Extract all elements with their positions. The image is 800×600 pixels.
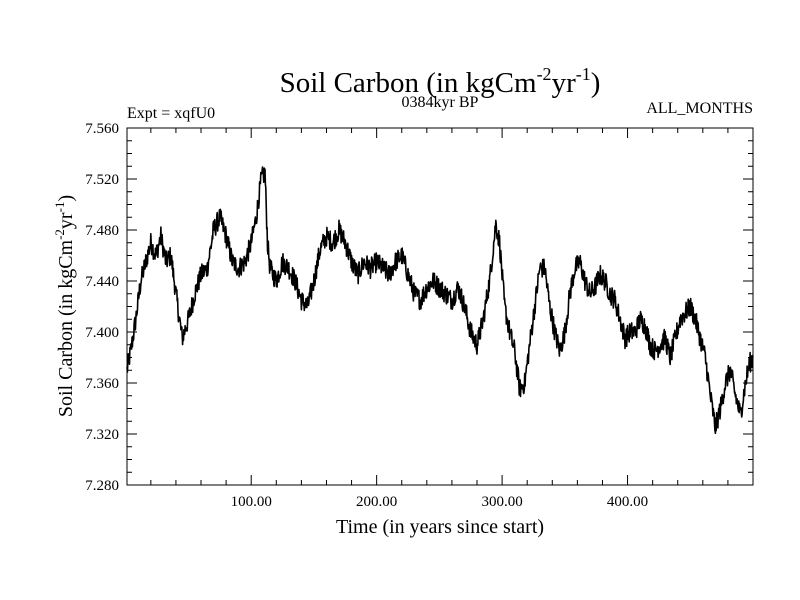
y-axis-label: Soil Carbon (in kgCm-2yr-1) — [52, 195, 77, 417]
chart-title-close: ) — [591, 67, 601, 99]
chart-title: Soil Carbon (in kgCm-2yr-1) — [280, 64, 601, 99]
y-tick-label: 7.480 — [85, 223, 119, 239]
subtitle-left: Expt = xqfU0 — [127, 105, 215, 122]
plot-frame — [126, 127, 754, 486]
chart-title-sup2: -1 — [576, 64, 591, 84]
x-tick-label: 300.00 — [481, 494, 522, 510]
y-tick-label: 7.320 — [85, 427, 119, 443]
x-tick-label: 400.00 — [607, 494, 648, 510]
x-tick-label: 100.00 — [231, 494, 272, 510]
subtitle-right: ALL_MONTHS — [646, 100, 753, 117]
chart-title-mid: yr — [552, 67, 577, 99]
x-axis: 100.00 200.00 300.00 400.00 — [150, 128, 729, 510]
x-axis-label: Time (in years since start) — [336, 516, 544, 538]
y-tick-label: 7.520 — [85, 172, 119, 188]
series-line-soil-carbon — [126, 166, 754, 435]
chart-title-sup1: -2 — [537, 64, 552, 84]
subtitle-center: 0384kyr BP — [402, 94, 479, 111]
y-tick-label: 7.280 — [85, 478, 119, 494]
y-axis-label-mid: yr — [55, 212, 77, 229]
y-tick-label: 7.440 — [85, 274, 119, 290]
y-axis: 7.280 7.320 7.360 7.400 7.440 7.480 7.520 7.560 — [85, 121, 753, 494]
y-tick-label: 7.560 — [85, 121, 119, 137]
chart-title-main: Soil Carbon (in kgCm — [280, 67, 537, 99]
y-tick-label: 7.400 — [85, 325, 119, 341]
y-axis-label-sup1: -2 — [52, 229, 67, 240]
y-axis-label-main: Soil Carbon (in kgCm — [55, 239, 77, 417]
y-axis-label-sup2: -1 — [52, 202, 67, 213]
y-tick-label: 7.360 — [85, 376, 119, 392]
x-tick-label: 200.00 — [356, 494, 397, 510]
y-axis-label-close: ) — [55, 195, 77, 202]
